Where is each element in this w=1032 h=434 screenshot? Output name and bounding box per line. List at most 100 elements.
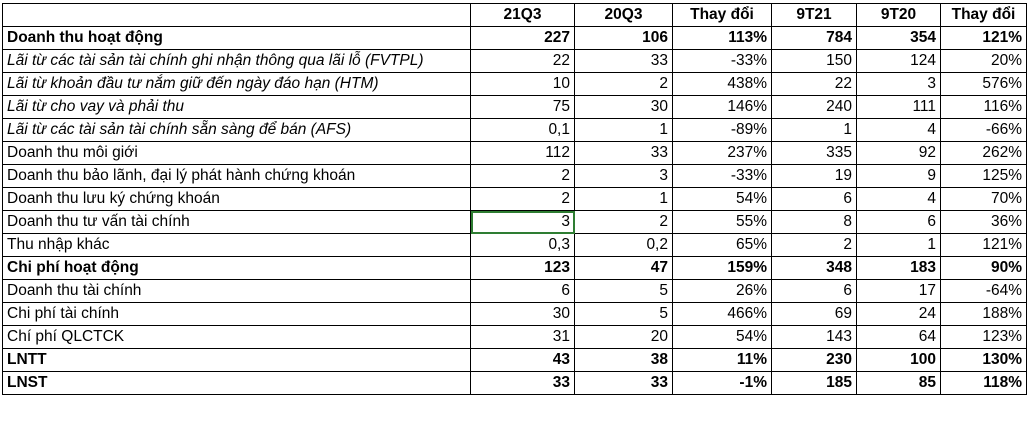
value-cell[interactable]: 8 (771, 210, 857, 234)
value-cell[interactable]: 20 (574, 325, 673, 349)
value-cell[interactable]: 6 (470, 279, 575, 303)
value-cell[interactable]: 348 (771, 256, 857, 280)
value-cell[interactable]: 1 (856, 233, 941, 257)
value-cell[interactable]: 65% (672, 233, 772, 257)
value-cell[interactable]: 85 (856, 371, 941, 395)
value-cell[interactable]: 33 (574, 141, 673, 165)
value-cell[interactable]: 262% (940, 141, 1027, 165)
value-cell[interactable]: 43 (470, 348, 575, 372)
value-cell[interactable]: 6 (771, 279, 857, 303)
value-cell[interactable]: 183 (856, 256, 941, 280)
value-cell[interactable]: 2 (574, 72, 673, 96)
value-cell[interactable]: 22 (771, 72, 857, 96)
value-cell[interactable]: 9 (856, 164, 941, 188)
value-cell[interactable]: 6 (856, 210, 941, 234)
value-cell[interactable]: 188% (940, 302, 1027, 326)
value-cell[interactable]: 54% (672, 187, 772, 211)
value-cell[interactable]: 143 (771, 325, 857, 349)
value-cell[interactable]: 230 (771, 348, 857, 372)
header-cell-20q3[interactable]: 20Q3 (574, 3, 673, 27)
value-cell[interactable]: 100 (856, 348, 941, 372)
value-cell[interactable]: 1 (574, 118, 673, 142)
value-cell[interactable]: 33 (574, 371, 673, 395)
value-cell[interactable]: 466% (672, 302, 772, 326)
value-cell[interactable]: 125% (940, 164, 1027, 188)
value-cell[interactable]: -66% (940, 118, 1027, 142)
row-label-cell[interactable]: Doanh thu môi giới (2, 141, 471, 165)
value-cell[interactable]: 3 (856, 72, 941, 96)
value-cell[interactable]: 5 (574, 279, 673, 303)
row-label-cell[interactable]: Chi phí tài chính (2, 302, 471, 326)
row-label-cell[interactable]: Doanh thu bảo lãnh, đại lý phát hành chứ… (2, 164, 471, 188)
value-cell[interactable]: 150 (771, 49, 857, 73)
row-label-cell[interactable]: Lãi từ các tài sản tài chính ghi nhận th… (2, 49, 471, 73)
value-cell[interactable]: 784 (771, 26, 857, 50)
value-cell[interactable]: 111 (856, 95, 941, 119)
value-cell[interactable]: 90% (940, 256, 1027, 280)
value-cell[interactable]: 6 (771, 187, 857, 211)
header-cell-9t20[interactable]: 9T20 (856, 3, 941, 27)
selected-cell[interactable]: 3 (470, 210, 575, 234)
value-cell[interactable]: 24 (856, 302, 941, 326)
row-label-cell[interactable]: Doanh thu tư vấn tài chính (2, 210, 471, 234)
value-cell[interactable]: -33% (672, 49, 772, 73)
value-cell[interactable]: 31 (470, 325, 575, 349)
value-cell[interactable]: 4 (856, 118, 941, 142)
value-cell[interactable]: 64 (856, 325, 941, 349)
value-cell[interactable]: 19 (771, 164, 857, 188)
value-cell[interactable]: 3 (574, 164, 673, 188)
row-label-cell[interactable]: Chí phí QLCTCK (2, 325, 471, 349)
value-cell[interactable]: 22 (470, 49, 575, 73)
row-label-cell[interactable]: Thu nhập khác (2, 233, 471, 257)
value-cell[interactable]: 2 (574, 210, 673, 234)
value-cell[interactable]: 185 (771, 371, 857, 395)
row-label-cell[interactable]: Doanh thu lưu ký chứng khoán (2, 187, 471, 211)
row-label-cell[interactable]: LNTT (2, 348, 471, 372)
value-cell[interactable]: 5 (574, 302, 673, 326)
value-cell[interactable]: 70% (940, 187, 1027, 211)
value-cell[interactable]: -33% (672, 164, 772, 188)
value-cell[interactable]: -1% (672, 371, 772, 395)
value-cell[interactable]: 159% (672, 256, 772, 280)
value-cell[interactable]: 30 (574, 95, 673, 119)
value-cell[interactable]: 38 (574, 348, 673, 372)
value-cell[interactable]: 118% (940, 371, 1027, 395)
value-cell[interactable]: 121% (940, 233, 1027, 257)
value-cell[interactable]: 335 (771, 141, 857, 165)
value-cell[interactable]: 92 (856, 141, 941, 165)
value-cell[interactable]: 123 (470, 256, 575, 280)
value-cell[interactable]: 123% (940, 325, 1027, 349)
value-cell[interactable]: 2 (470, 164, 575, 188)
value-cell[interactable]: 0,1 (470, 118, 575, 142)
value-cell[interactable]: 75 (470, 95, 575, 119)
value-cell[interactable]: 33 (470, 371, 575, 395)
row-label-cell[interactable]: LNST (2, 371, 471, 395)
value-cell[interactable]: -89% (672, 118, 772, 142)
value-cell[interactable]: 354 (856, 26, 941, 50)
value-cell[interactable]: 2 (470, 187, 575, 211)
value-cell[interactable]: 4 (856, 187, 941, 211)
header-cell-change-quarter[interactable]: Thay đổi (672, 3, 772, 27)
value-cell[interactable]: 1 (771, 118, 857, 142)
value-cell[interactable]: 55% (672, 210, 772, 234)
value-cell[interactable]: 116% (940, 95, 1027, 119)
value-cell[interactable]: 69 (771, 302, 857, 326)
value-cell[interactable]: 106 (574, 26, 673, 50)
value-cell[interactable]: 54% (672, 325, 772, 349)
value-cell[interactable]: 1 (574, 187, 673, 211)
header-cell-corner[interactable] (2, 3, 471, 27)
value-cell[interactable]: 10 (470, 72, 575, 96)
value-cell[interactable]: 146% (672, 95, 772, 119)
value-cell[interactable]: 11% (672, 348, 772, 372)
row-label-cell[interactable]: Lãi từ cho vay và phải thu (2, 95, 471, 119)
value-cell[interactable]: 36% (940, 210, 1027, 234)
value-cell[interactable]: 112 (470, 141, 575, 165)
value-cell[interactable]: 47 (574, 256, 673, 280)
value-cell[interactable]: 130% (940, 348, 1027, 372)
value-cell[interactable]: 576% (940, 72, 1027, 96)
value-cell[interactable]: 17 (856, 279, 941, 303)
header-cell-change-9m[interactable]: Thay đổi (940, 3, 1027, 27)
header-cell-9t21[interactable]: 9T21 (771, 3, 857, 27)
value-cell[interactable]: 30 (470, 302, 575, 326)
row-label-cell[interactable]: Chi phí hoạt động (2, 256, 471, 280)
